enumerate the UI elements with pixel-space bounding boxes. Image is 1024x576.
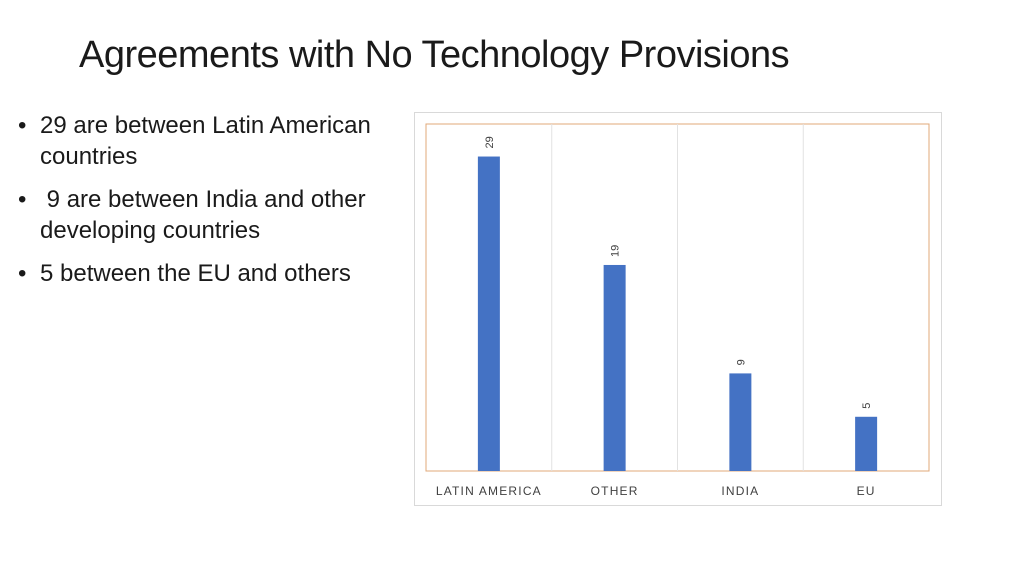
bullet-icon: • [18, 112, 27, 139]
bullet-text: 5 between the EU and others [40, 260, 351, 287]
bar [603, 264, 626, 471]
data-label: 19 [610, 245, 622, 257]
bullet-text: 9 are between India and other developing… [40, 186, 373, 244]
bullet-list: • 29 are between Latin American countrie… [18, 110, 408, 301]
bar [477, 156, 500, 471]
bullet-text: 29 are between Latin American countries [40, 112, 371, 170]
bullet-icon: • [18, 260, 27, 287]
bullet-item: • 29 are between Latin American countrie… [18, 110, 408, 172]
bullet-icon: • [18, 186, 27, 213]
data-label: 29 [484, 136, 496, 148]
bar [855, 416, 878, 471]
x-tick-label: LATIN AMERICA [436, 484, 542, 498]
x-tick-label: INDIA [721, 484, 759, 498]
bar [729, 373, 752, 471]
bar-chart: 29 LATIN AMERICA 19 OTHER 9 INDIA 5 EU [425, 123, 930, 498]
x-tick-label: EU [857, 484, 876, 498]
data-label: 9 [735, 359, 747, 365]
data-label: 5 [861, 403, 873, 409]
page-title: Agreements with No Technology Provisions [79, 34, 790, 76]
x-tick-label: OTHER [591, 484, 639, 498]
bullet-item: • 9 are between India and other developi… [18, 184, 408, 246]
chart-frame: 29 LATIN AMERICA 19 OTHER 9 INDIA 5 EU [414, 112, 942, 506]
bullet-item: • 5 between the EU and others [18, 258, 408, 289]
